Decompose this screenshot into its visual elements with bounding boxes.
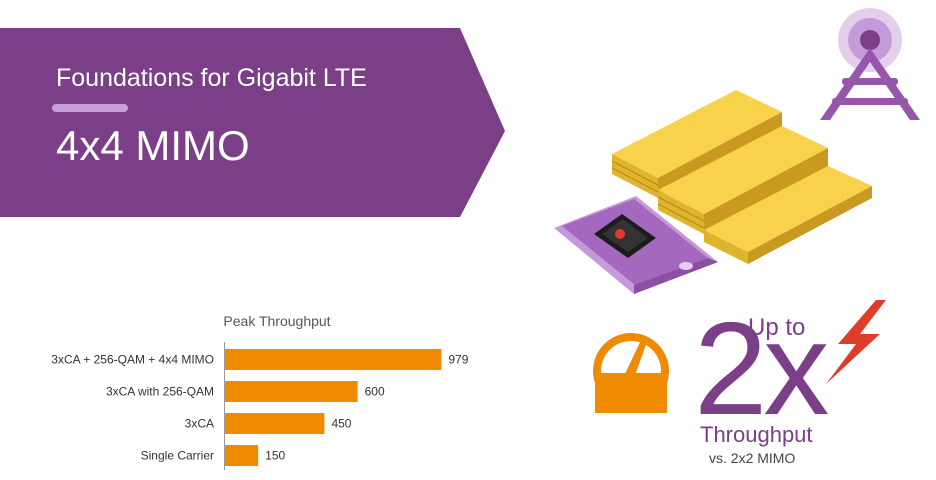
chip-icon bbox=[594, 214, 656, 258]
title-banner bbox=[0, 28, 505, 217]
bar-2 bbox=[225, 413, 325, 434]
banner-divider bbox=[52, 104, 128, 112]
gold-bars-icon bbox=[611, 90, 872, 264]
value-label-3: 150 bbox=[265, 449, 285, 463]
bar-0 bbox=[225, 349, 442, 370]
chart-title: Peak Throughput bbox=[223, 313, 330, 329]
badge-comparison-label: vs. 2x2 MIMO bbox=[709, 450, 796, 466]
badge-up-to-label: Up to bbox=[748, 314, 806, 341]
value-label-0: 979 bbox=[448, 353, 468, 367]
badge-metric-label: Throughput bbox=[700, 422, 813, 447]
banner-title: Foundations for Gigabit LTE bbox=[56, 64, 367, 92]
category-label-2: 3xCA bbox=[185, 417, 214, 431]
speedometer-icon bbox=[593, 333, 669, 413]
value-label-1: 600 bbox=[365, 385, 385, 399]
value-label-2: 450 bbox=[331, 417, 351, 431]
bar-3 bbox=[225, 445, 259, 466]
badge-multiplier: 2x bbox=[694, 295, 829, 442]
peak-throughput-chart: Peak Throughput 3xCA + 256-QAM + 4x4 MIM… bbox=[51, 313, 469, 470]
category-label-1: 3xCA with 256-QAM bbox=[106, 385, 214, 399]
bar-group: 3xCA + 256-QAM + 4x4 MIMO 979 3xCA with 25… bbox=[51, 349, 469, 466]
lightning-bolt-icon bbox=[826, 300, 886, 384]
category-label-3: Single Carrier bbox=[141, 449, 214, 463]
category-label-0: 3xCA + 256-QAM + 4x4 MIMO bbox=[51, 353, 214, 367]
banner-arrow-shape bbox=[0, 28, 505, 217]
throughput-badge bbox=[593, 300, 886, 413]
banner-subtitle: 4x4 MIMO bbox=[56, 122, 250, 169]
illustration bbox=[554, 8, 920, 294]
bar-1 bbox=[225, 381, 358, 402]
cell-tower-icon bbox=[820, 8, 920, 120]
